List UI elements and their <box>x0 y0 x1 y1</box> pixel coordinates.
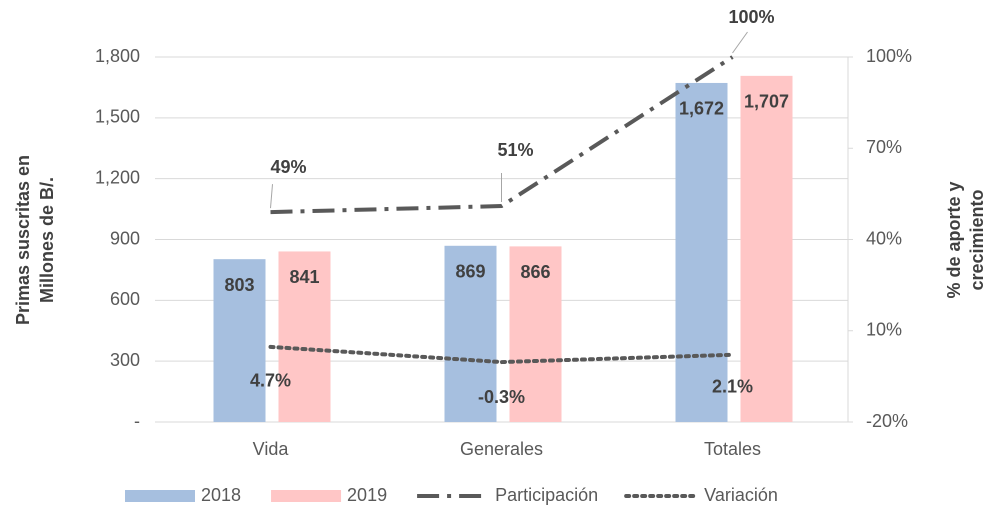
x-tick-label: Generales <box>460 439 543 459</box>
data-label: 841 <box>289 267 319 287</box>
y2-axis-title: crecimiento <box>967 189 987 290</box>
leader-line <box>732 31 748 54</box>
y-tick-label: 900 <box>110 228 140 248</box>
legend-label: 2018 <box>201 485 241 505</box>
bar <box>675 82 728 422</box>
y-tick-label: - <box>134 411 140 431</box>
data-label: 100% <box>728 7 774 27</box>
y-tick-label: 1,800 <box>95 46 140 66</box>
bar <box>278 251 331 422</box>
data-label: 4.7% <box>250 371 291 391</box>
y-axis-title: Primas suscritas en <box>13 155 33 325</box>
y2-axis-title: % de aporte y <box>944 181 964 298</box>
data-label: 866 <box>520 262 550 282</box>
data-label: -0.3% <box>478 387 525 407</box>
legend-label: 2019 <box>347 485 387 505</box>
y2-tick-label: -20% <box>866 411 908 431</box>
data-label: 1,707 <box>744 92 789 112</box>
line <box>270 55 734 215</box>
bar <box>509 246 562 422</box>
data-label: 803 <box>224 275 254 295</box>
x-tick-label: Totales <box>704 439 761 459</box>
data-label: 51% <box>497 140 533 160</box>
bar <box>213 259 266 422</box>
y-tick-label: 600 <box>110 289 140 309</box>
y-tick-label: 1,200 <box>95 167 140 187</box>
bar <box>444 245 497 422</box>
data-label: 2.1% <box>712 377 753 397</box>
line <box>268 344 735 365</box>
data-label: 49% <box>270 157 306 177</box>
y2-tick-label: 40% <box>866 228 902 248</box>
legend-swatch <box>125 490 195 502</box>
legend-label: Variación <box>704 485 778 505</box>
legend-label: Participación <box>495 485 598 505</box>
y2-tick-label: 10% <box>866 320 902 340</box>
legend-swatch <box>271 490 342 502</box>
leader-line <box>270 184 273 209</box>
y-tick-label: 1,500 <box>95 107 140 127</box>
bar <box>740 75 793 422</box>
y2-tick-label: 70% <box>866 137 902 157</box>
y2-tick-label: 100% <box>866 46 912 66</box>
x-tick-label: Vida <box>253 439 290 459</box>
data-label: 869 <box>455 262 485 282</box>
y-tick-label: 300 <box>110 350 140 370</box>
data-label: 1,672 <box>679 99 724 119</box>
y-axis-title: Millones de B/. <box>37 177 57 303</box>
